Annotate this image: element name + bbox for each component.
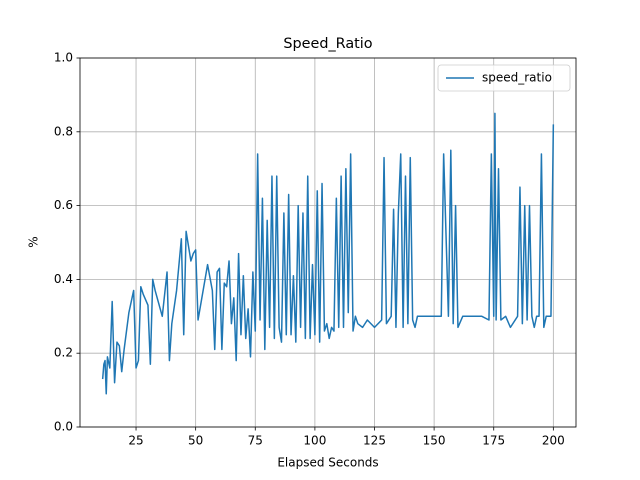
legend-box: [437, 64, 571, 92]
x-tick-label: 125: [363, 434, 386, 448]
x-axis-label: Elapsed Seconds: [277, 456, 378, 470]
x-tick-label: 100: [303, 434, 326, 448]
y-tick-label: 0.2: [54, 346, 73, 360]
y-tick-label: 0.8: [54, 124, 73, 138]
y-axis-label: %: [27, 236, 41, 247]
x-tick-label: 75: [248, 434, 263, 448]
x-tick-label: 200: [542, 434, 565, 448]
y-tick-label: 1.0: [54, 51, 73, 65]
x-tick-label: 150: [423, 434, 446, 448]
data-line: [101, 112, 555, 395]
y-tick-label: 0.4: [54, 272, 73, 286]
y-tick-label: 0.6: [54, 198, 73, 212]
x-tick-label: 175: [482, 434, 505, 448]
plot-frame: [79, 57, 577, 428]
x-tick-label: 25: [128, 434, 143, 448]
y-tick-label: 0.0: [54, 420, 73, 434]
chart-title: Speed_Ratio: [283, 36, 372, 52]
legend-label: speed_ratio: [482, 71, 552, 85]
x-tick-label: 50: [188, 434, 203, 448]
